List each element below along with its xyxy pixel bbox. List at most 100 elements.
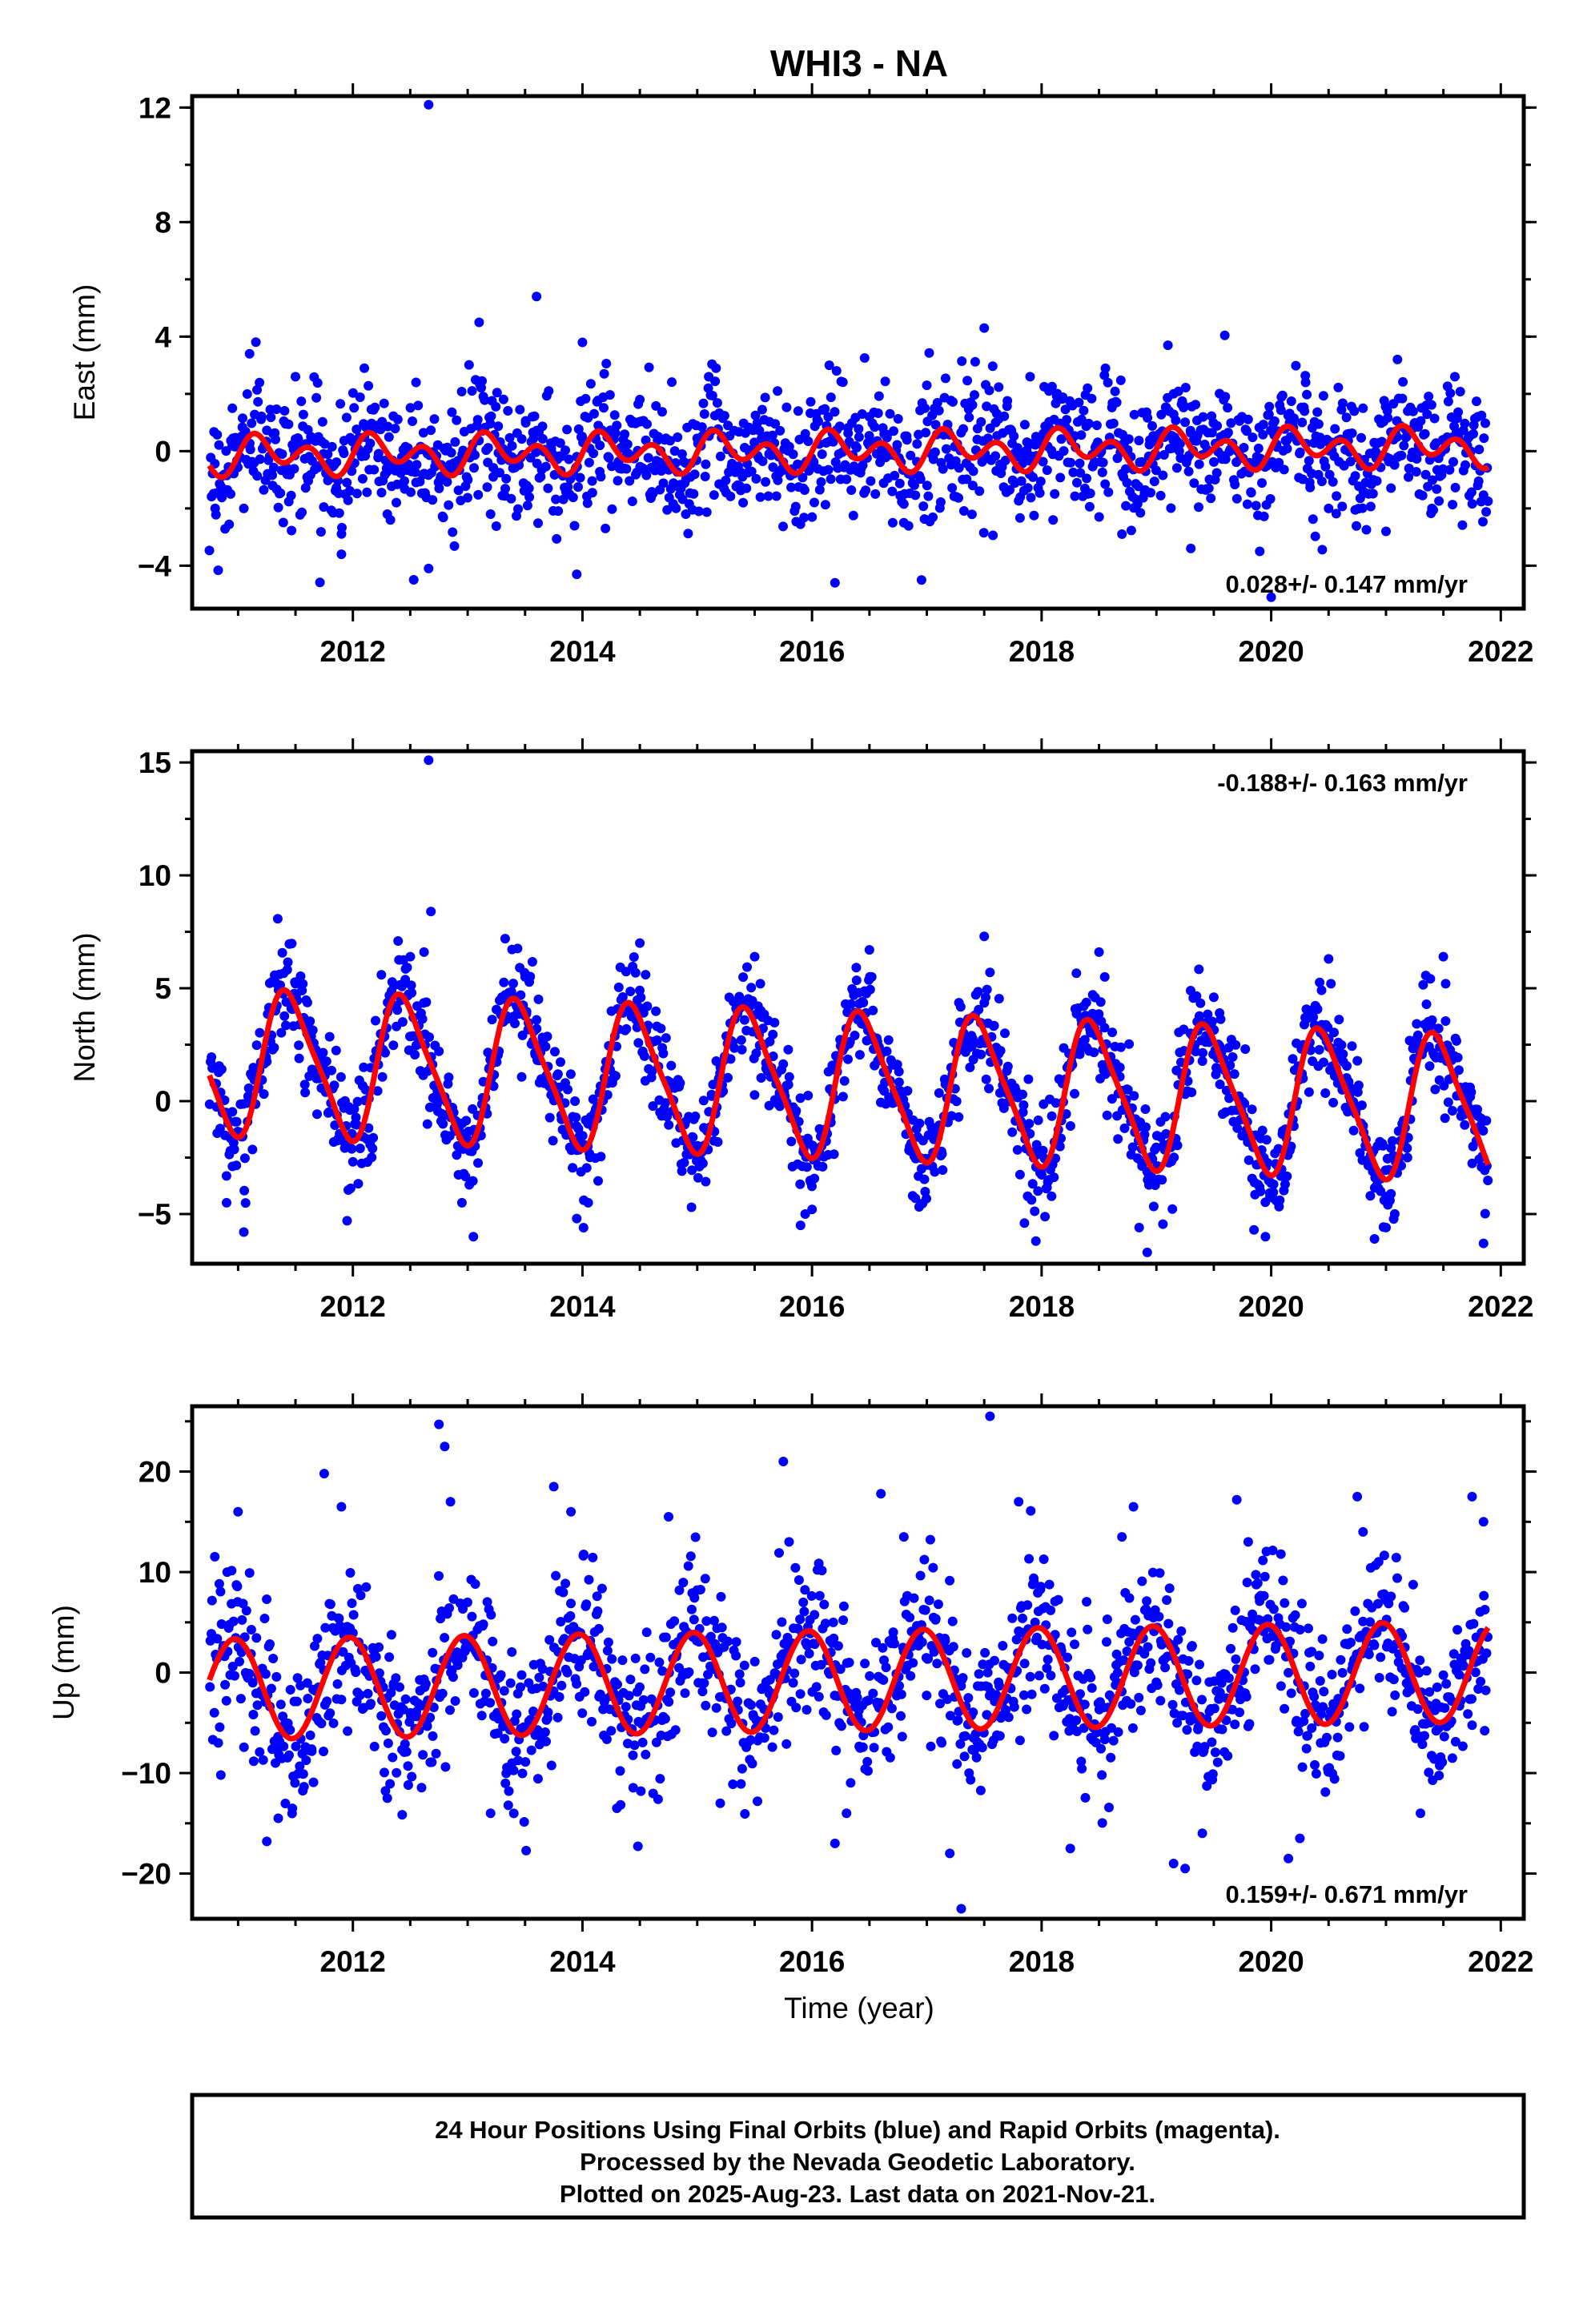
up-point — [303, 1694, 313, 1703]
up-point — [960, 1731, 970, 1741]
east-point — [750, 410, 761, 420]
east-point — [707, 391, 717, 400]
up-point — [248, 1756, 259, 1767]
east-point — [450, 436, 460, 447]
up-point — [540, 1727, 550, 1737]
north-point — [424, 1032, 434, 1042]
north-point — [324, 1031, 335, 1042]
east-point — [278, 517, 288, 528]
east-x-tick-label: 2020 — [1238, 635, 1304, 668]
east-point — [763, 491, 773, 501]
east-point — [289, 464, 299, 474]
up-point — [777, 1617, 787, 1627]
north-x-tick-label: 2018 — [1009, 1290, 1075, 1323]
up-point — [746, 1700, 756, 1710]
east-point — [605, 390, 615, 400]
up-point — [799, 1606, 810, 1617]
east-point — [923, 491, 934, 501]
up-point — [312, 1634, 323, 1644]
up-point — [1252, 1578, 1263, 1588]
up-data-point — [319, 1469, 329, 1479]
up-point — [448, 1672, 458, 1683]
north-data-point — [864, 945, 874, 955]
up-x-tick-label: 2016 — [779, 1945, 845, 1978]
east-point — [699, 409, 709, 419]
up-point — [635, 1682, 645, 1692]
up-point — [1207, 1769, 1218, 1779]
up-point — [588, 1552, 598, 1562]
up-point — [1467, 1720, 1477, 1731]
up-point — [428, 1731, 438, 1741]
east-point — [1300, 406, 1310, 416]
up-point — [380, 1767, 389, 1778]
east-point — [1111, 397, 1122, 408]
east-point — [798, 472, 808, 483]
north-point — [367, 1152, 377, 1163]
up-point — [440, 1762, 451, 1772]
up-point — [220, 1679, 231, 1690]
up-point — [1310, 1759, 1320, 1770]
up-point — [374, 1668, 384, 1679]
east-point — [1448, 500, 1458, 510]
east-point — [1115, 375, 1126, 385]
up-point — [833, 1641, 843, 1651]
north-point — [1418, 979, 1428, 990]
east-point — [1481, 418, 1490, 428]
east-x-tick-label: 2022 — [1468, 635, 1533, 668]
up-point — [603, 1637, 613, 1647]
north-point — [348, 1156, 358, 1167]
up-point — [383, 1738, 393, 1748]
north-point — [786, 1136, 797, 1147]
up-point — [1336, 1655, 1346, 1665]
north-point — [839, 1076, 850, 1086]
east-point — [1483, 496, 1493, 506]
east-point — [968, 466, 978, 476]
east-point — [697, 422, 707, 432]
north-point — [276, 1027, 287, 1038]
north-data-point — [1134, 1222, 1144, 1232]
east-point — [529, 411, 540, 421]
up-point — [305, 1730, 315, 1740]
up-point — [361, 1582, 372, 1592]
north-data-point — [468, 1232, 479, 1242]
north-point — [894, 1077, 904, 1088]
up-point — [674, 1663, 684, 1673]
east-data-point — [824, 360, 834, 371]
north-point — [1243, 1155, 1254, 1165]
north-point — [994, 994, 1004, 1003]
up-data-point — [1180, 1864, 1191, 1874]
north-point — [846, 999, 856, 1009]
east-data-point — [227, 403, 238, 413]
up-x-tick-label: 2020 — [1238, 1945, 1304, 1978]
up-point — [332, 1679, 343, 1689]
north-frame — [190, 749, 1526, 1266]
up-point — [1155, 1568, 1165, 1578]
up-point — [1042, 1663, 1052, 1673]
east-point — [1050, 489, 1060, 499]
up-point — [255, 1747, 265, 1757]
up-point — [376, 1711, 387, 1721]
north-point — [1207, 1016, 1217, 1027]
east-point — [413, 400, 424, 411]
north-point — [713, 1137, 723, 1147]
east-point — [242, 389, 252, 399]
up-point — [1083, 1624, 1093, 1634]
north-data-point — [1099, 971, 1110, 982]
north-data-point — [222, 1197, 231, 1208]
north-point — [1452, 1035, 1461, 1046]
east-point — [1094, 512, 1104, 522]
up-ticks — [179, 1393, 1537, 1932]
east-point — [890, 470, 900, 480]
up-point — [1408, 1579, 1418, 1590]
east-point — [755, 492, 765, 502]
up-point — [1463, 1709, 1473, 1719]
up-point — [343, 1726, 353, 1736]
up-point — [210, 1551, 220, 1562]
north-point — [352, 1096, 363, 1107]
east-data-point — [1324, 503, 1334, 513]
east-point — [967, 400, 978, 410]
north-point — [368, 1132, 379, 1143]
east-point — [587, 476, 597, 486]
up-point — [707, 1727, 717, 1738]
east-point — [595, 440, 605, 451]
